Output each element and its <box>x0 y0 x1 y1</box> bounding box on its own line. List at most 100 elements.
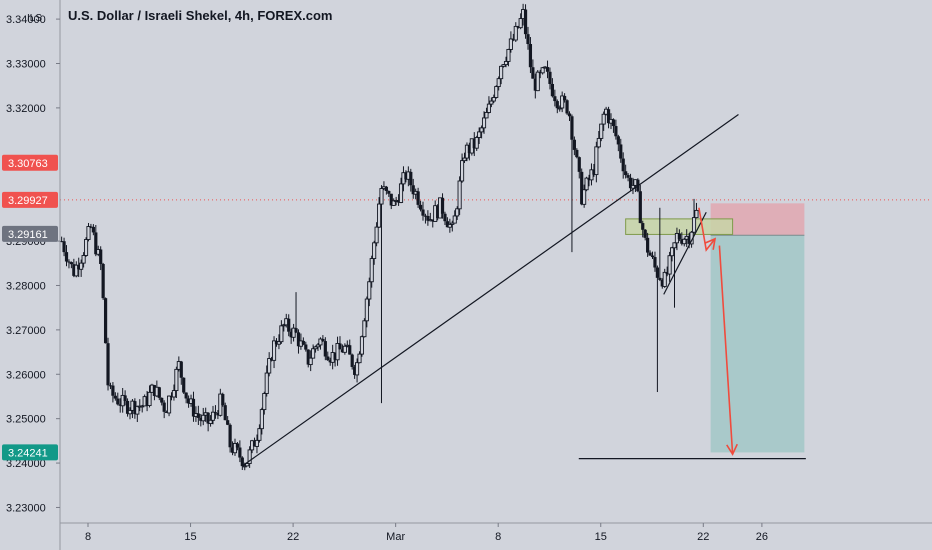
candle-down[interactable] <box>538 72 542 74</box>
candle-down[interactable] <box>511 38 515 41</box>
candle-up[interactable] <box>557 107 562 110</box>
candle-down[interactable] <box>123 395 127 401</box>
candle-down[interactable] <box>523 9 528 35</box>
candle-down[interactable] <box>274 340 279 345</box>
candle-up[interactable] <box>452 215 457 224</box>
candle-up[interactable] <box>391 200 396 206</box>
candle-down[interactable] <box>614 126 618 137</box>
candle-down[interactable] <box>228 424 232 448</box>
candle-down[interactable] <box>182 377 186 393</box>
candle-down[interactable] <box>533 78 537 91</box>
candle-up[interactable] <box>315 344 321 348</box>
candle-up[interactable] <box>359 336 365 355</box>
candle-up[interactable] <box>460 160 465 182</box>
candle-up[interactable] <box>308 357 313 366</box>
candle-down[interactable] <box>467 145 471 154</box>
candle-up[interactable] <box>79 262 84 270</box>
candle-up[interactable] <box>264 372 269 394</box>
candle-up[interactable] <box>398 183 404 203</box>
candle-down[interactable] <box>653 257 657 268</box>
candle-up[interactable] <box>496 78 501 88</box>
candle-down[interactable] <box>294 328 298 333</box>
candle-down[interactable] <box>91 226 95 233</box>
candle-down[interactable] <box>445 221 450 228</box>
candle-down[interactable] <box>628 177 633 189</box>
candle-down[interactable] <box>650 255 655 258</box>
candle-up[interactable] <box>462 157 467 162</box>
candle-down[interactable] <box>64 252 69 262</box>
candle-up[interactable] <box>455 208 460 217</box>
candle-down[interactable] <box>555 101 559 109</box>
candle-down[interactable] <box>160 397 164 403</box>
candle-down[interactable] <box>440 197 445 214</box>
candle-up[interactable] <box>379 188 384 205</box>
candle-down[interactable] <box>606 109 611 124</box>
candle-down[interactable] <box>626 175 630 178</box>
candle-down[interactable] <box>179 361 183 378</box>
candle-down[interactable] <box>423 215 428 217</box>
candle-down[interactable] <box>638 191 642 224</box>
candle-up[interactable] <box>481 117 487 129</box>
candle-up[interactable] <box>369 258 374 283</box>
candle-down[interactable] <box>101 263 105 299</box>
candle-up[interactable] <box>518 18 523 29</box>
candle-down[interactable] <box>99 249 103 264</box>
candle-up[interactable] <box>367 281 372 300</box>
candle-down[interactable] <box>421 209 425 216</box>
candle-down[interactable] <box>77 265 81 270</box>
interval-label[interactable]: 4h <box>234 8 251 23</box>
candle-down[interactable] <box>116 398 120 405</box>
candle-down[interactable] <box>575 149 579 158</box>
candle-up[interactable] <box>355 362 360 376</box>
candle-down[interactable] <box>94 232 98 255</box>
candle-down[interactable] <box>108 385 113 387</box>
candle-down[interactable] <box>643 229 647 238</box>
candle-down[interactable] <box>157 387 161 398</box>
candle-up[interactable] <box>599 123 604 139</box>
candle-up[interactable] <box>335 343 340 361</box>
candle-down[interactable] <box>545 67 550 72</box>
candle-down[interactable] <box>550 83 555 97</box>
candle-up[interactable] <box>210 411 216 421</box>
candle-down[interactable] <box>655 267 659 278</box>
candle-down[interactable] <box>304 344 308 350</box>
candle-down[interactable] <box>301 340 305 345</box>
candle-down[interactable] <box>641 223 645 230</box>
candle-down[interactable] <box>321 339 325 342</box>
candle-down[interactable] <box>531 67 535 79</box>
symbol-name[interactable]: U.S. Dollar / Israeli Shekel <box>68 8 228 23</box>
candle-up[interactable] <box>662 271 667 287</box>
candle-up[interactable] <box>486 103 491 113</box>
candle-down[interactable] <box>196 413 200 418</box>
candle-down[interactable] <box>323 341 327 357</box>
candle-up[interactable] <box>174 368 179 392</box>
candle-up[interactable] <box>503 60 509 66</box>
candle-down[interactable] <box>111 385 115 396</box>
candle-up[interactable] <box>140 405 145 408</box>
candle-up[interactable] <box>376 203 382 228</box>
candle-up[interactable] <box>276 341 281 345</box>
candle-up[interactable] <box>267 358 272 374</box>
candle-down[interactable] <box>184 392 188 399</box>
candle-down[interactable] <box>125 400 130 414</box>
candle-up[interactable] <box>479 127 484 133</box>
candle-up[interactable] <box>242 465 247 468</box>
candle-down[interactable] <box>230 447 235 453</box>
candle-down[interactable] <box>572 139 576 150</box>
candle-up[interactable] <box>682 238 687 245</box>
candle-up[interactable] <box>147 391 152 407</box>
candle-down[interactable] <box>206 412 210 424</box>
candle-up[interactable] <box>477 131 482 138</box>
candle-down[interactable] <box>411 185 415 195</box>
candle-up[interactable] <box>594 146 599 176</box>
candle-up[interactable] <box>535 71 540 92</box>
candle-up[interactable] <box>86 226 91 240</box>
candle-down[interactable] <box>516 26 520 28</box>
candle-up[interactable] <box>499 65 504 80</box>
candle-up[interactable] <box>74 264 79 277</box>
candle-up[interactable] <box>582 189 587 205</box>
candle-down[interactable] <box>118 404 122 406</box>
candle-down[interactable] <box>396 200 401 203</box>
candle-down[interactable] <box>387 190 391 194</box>
candle-down[interactable] <box>621 158 625 172</box>
